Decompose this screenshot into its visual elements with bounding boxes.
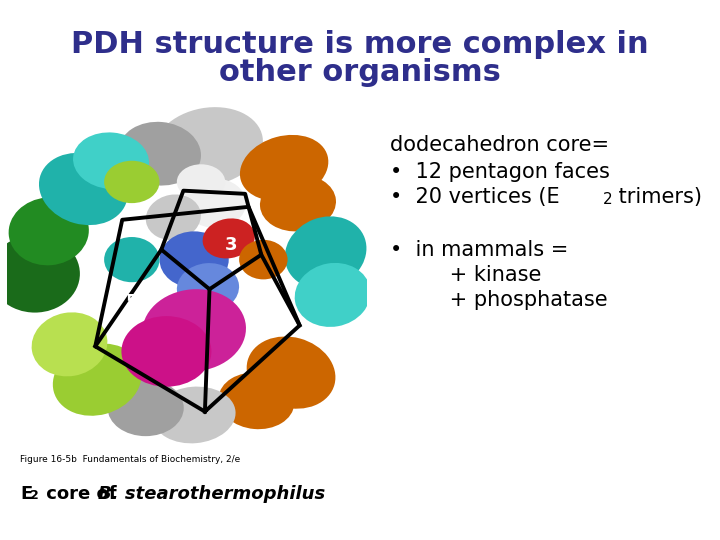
Ellipse shape [153,107,263,186]
Text: 5: 5 [125,293,138,311]
Text: + kinase: + kinase [390,265,541,285]
Ellipse shape [122,316,212,387]
Ellipse shape [104,161,160,203]
Text: PDH structure is more complex in: PDH structure is more complex in [71,30,649,59]
Ellipse shape [39,153,127,225]
Text: •  20 vertices (E: • 20 vertices (E [390,187,559,207]
Ellipse shape [153,387,235,443]
Ellipse shape [177,164,225,200]
Ellipse shape [294,263,371,327]
Text: •  in mammals =: • in mammals = [390,240,568,260]
Text: trimers): trimers) [612,187,702,207]
Ellipse shape [218,373,294,429]
Ellipse shape [53,343,142,416]
Ellipse shape [247,336,336,409]
Text: core of: core of [40,485,123,503]
Text: •  12 pentagon faces: • 12 pentagon faces [390,162,610,182]
Text: 2: 2 [30,489,39,502]
Text: E: E [20,485,32,503]
Ellipse shape [118,122,201,186]
Ellipse shape [240,135,328,201]
Ellipse shape [146,194,201,240]
Ellipse shape [184,178,246,228]
Ellipse shape [260,175,336,232]
Ellipse shape [104,237,160,282]
Ellipse shape [73,132,149,189]
Ellipse shape [143,289,246,372]
Text: 3: 3 [225,237,238,254]
Ellipse shape [160,231,229,288]
Ellipse shape [177,263,239,313]
Text: B. stearothermophilus: B. stearothermophilus [98,485,325,503]
Ellipse shape [107,380,184,436]
Text: dodecahedron core=: dodecahedron core= [390,135,609,155]
Text: Figure 16-5b  Fundamentals of Biochemistry, 2/e: Figure 16-5b Fundamentals of Biochemistr… [20,455,240,464]
Ellipse shape [32,312,107,376]
Text: + phosphatase: + phosphatase [390,290,608,310]
Ellipse shape [202,218,255,259]
Ellipse shape [239,240,287,279]
Text: 2: 2 [603,192,613,207]
Text: other organisms: other organisms [219,58,501,87]
Ellipse shape [285,217,366,289]
Ellipse shape [9,198,89,265]
Ellipse shape [0,235,80,313]
